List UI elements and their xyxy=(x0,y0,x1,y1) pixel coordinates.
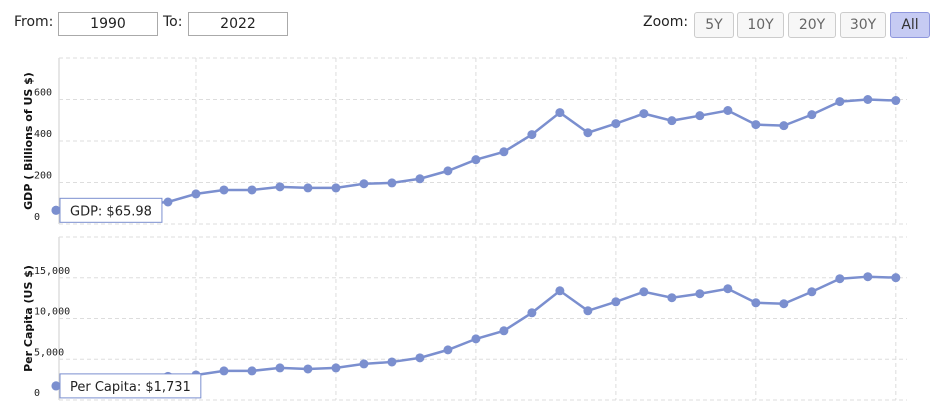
tooltip-box xyxy=(59,197,163,223)
y-tick-label: 400 xyxy=(34,129,52,140)
tooltip-text: GDP: $65.98 xyxy=(70,204,152,219)
tooltip-marker xyxy=(51,381,61,391)
tooltip: GDP: $65.98 xyxy=(51,197,163,223)
data-point xyxy=(303,183,313,193)
data-point xyxy=(723,105,733,115)
from-input[interactable]: 1990 xyxy=(58,12,158,36)
from-label: From: xyxy=(14,14,54,30)
tooltip: Per Capita: $1,731 xyxy=(51,373,202,399)
tooltip-text: Per Capita: $1,731 xyxy=(70,380,191,395)
data-point xyxy=(639,109,649,119)
y-tick-label: 200 xyxy=(34,171,52,182)
zoom-label: Zoom: xyxy=(643,14,689,30)
data-point xyxy=(583,128,593,138)
data-point xyxy=(415,353,425,363)
data-point xyxy=(247,185,257,195)
data-point xyxy=(807,110,817,120)
data-point xyxy=(891,273,901,283)
tooltip-marker xyxy=(51,205,61,215)
zoom-button[interactable]: 30Y xyxy=(840,12,886,38)
data-point xyxy=(163,197,173,207)
data-point xyxy=(611,119,621,129)
data-point xyxy=(555,108,565,118)
data-point xyxy=(667,293,677,303)
data-point xyxy=(499,147,509,157)
y-tick-label: 5,000 xyxy=(34,347,64,358)
data-point xyxy=(527,130,537,140)
data-point xyxy=(751,120,761,130)
y-axis-title: Per Capita (US $) xyxy=(22,265,35,372)
data-point xyxy=(695,111,705,121)
data-point xyxy=(247,366,257,376)
data-point xyxy=(835,274,845,284)
y-axis-title: GDP ( Billions of US $) xyxy=(22,72,35,210)
zoom-button[interactable]: 20Y xyxy=(788,12,836,38)
data-point xyxy=(779,121,789,131)
data-point xyxy=(863,272,873,282)
zoom-button[interactable]: 5Y xyxy=(694,12,734,38)
data-point xyxy=(219,366,229,376)
data-point xyxy=(611,297,621,307)
data-point xyxy=(387,178,397,188)
to-input[interactable]: 2022 xyxy=(188,12,288,36)
data-point xyxy=(555,286,565,296)
data-point xyxy=(443,166,453,176)
y-tick-label: 10,000 xyxy=(34,307,70,318)
data-point xyxy=(639,287,649,297)
data-point xyxy=(751,298,761,308)
range-controls: From: 1990 To: 2022 Zoom: 5Y 10Y 20Y 30Y… xyxy=(0,0,951,50)
data-point xyxy=(779,299,789,309)
data-point xyxy=(891,96,901,106)
data-point xyxy=(723,284,733,294)
zoom-button[interactable]: 10Y xyxy=(737,12,784,38)
data-point xyxy=(275,182,285,192)
data-point xyxy=(695,289,705,299)
data-point xyxy=(387,357,397,367)
data-point xyxy=(331,363,341,373)
data-point xyxy=(835,97,845,107)
zoom-button[interactable]: All xyxy=(890,12,930,38)
data-point xyxy=(303,364,313,374)
data-point xyxy=(331,183,341,193)
tooltip-box xyxy=(59,373,202,399)
data-point xyxy=(863,95,873,104)
data-point xyxy=(499,326,509,336)
data-point xyxy=(471,155,481,165)
y-tick-label: 0 xyxy=(34,212,40,223)
y-tick-label: 600 xyxy=(34,88,52,99)
y-tick-label: 0 xyxy=(34,388,40,399)
data-point xyxy=(219,185,229,195)
data-point xyxy=(415,174,425,184)
data-point xyxy=(359,359,369,369)
to-label: To: xyxy=(163,14,183,30)
data-point xyxy=(359,179,369,189)
data-point xyxy=(443,345,453,355)
y-tick-label: 15,000 xyxy=(34,266,70,277)
data-point xyxy=(527,308,537,318)
data-point xyxy=(275,363,285,373)
data-point xyxy=(471,334,481,344)
data-point xyxy=(807,287,817,297)
data-point xyxy=(667,116,677,126)
data-point xyxy=(583,306,593,316)
data-point xyxy=(191,189,201,199)
